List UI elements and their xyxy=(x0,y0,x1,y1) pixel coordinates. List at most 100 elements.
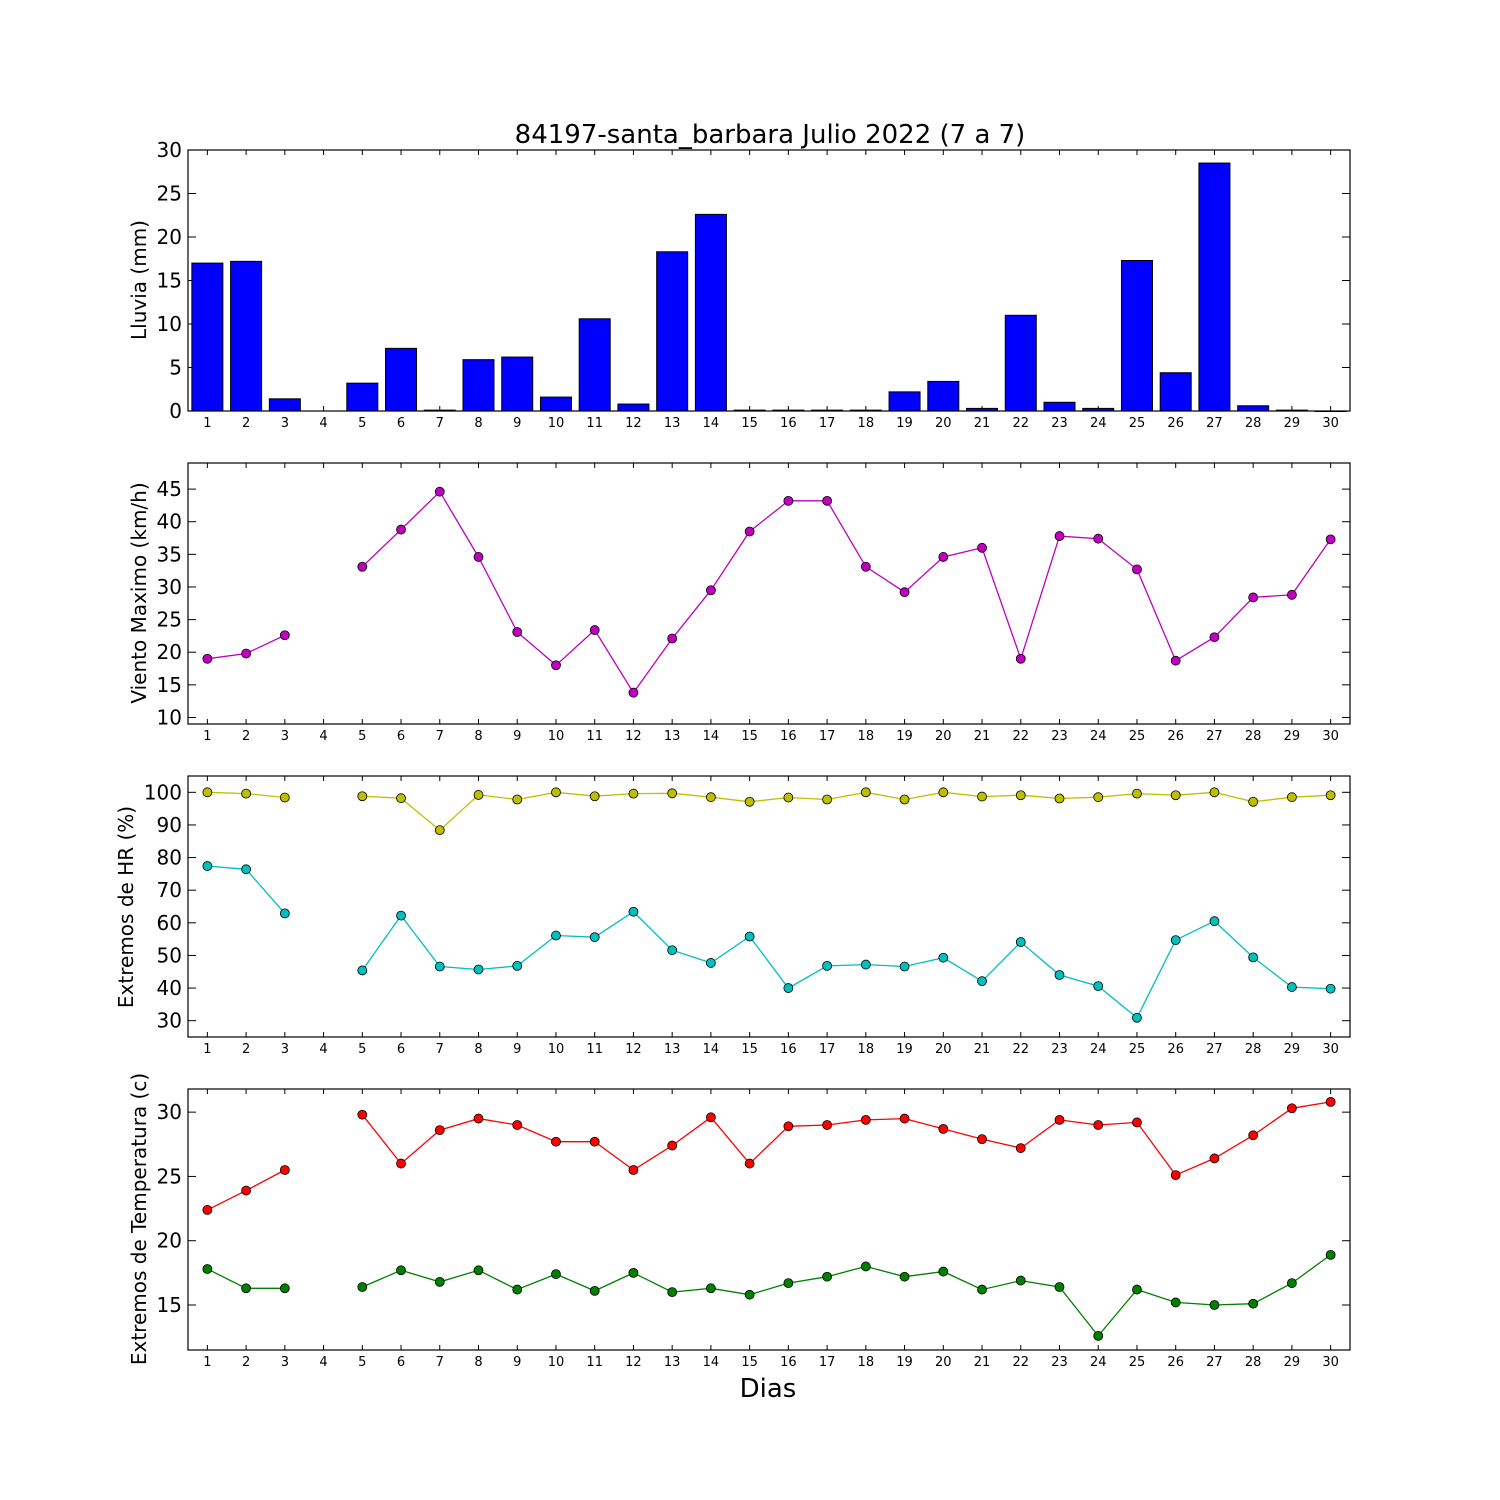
temperature-xtick-label: 11 xyxy=(586,1355,603,1370)
temperature-temp_min-point xyxy=(1093,1330,1104,1341)
humidity-xtick-label: 12 xyxy=(625,1042,642,1057)
wind-xtick-label: 16 xyxy=(780,729,797,744)
humidity-hr_max-point xyxy=(1015,790,1026,801)
rain-bar xyxy=(462,359,495,412)
wind-xtick-label: 9 xyxy=(513,729,521,744)
wind-xtick-label: 3 xyxy=(281,729,289,744)
temperature-xtick-label: 19 xyxy=(896,1355,913,1370)
rain-bar xyxy=(656,251,689,412)
humidity-hr_min-point xyxy=(357,965,368,976)
wind-xtick-label: 24 xyxy=(1090,729,1107,744)
temperature-xtick-label: 13 xyxy=(664,1355,681,1370)
temperature-xtick-label: 27 xyxy=(1206,1355,1223,1370)
rain-bar xyxy=(1120,259,1153,412)
temperature-xtick-label: 29 xyxy=(1284,1355,1301,1370)
wind-xtick-label: 7 xyxy=(436,729,444,744)
humidity-hr_max-point xyxy=(667,788,678,799)
rain-xtick-label: 25 xyxy=(1129,416,1146,431)
rain-xtick-label: 3 xyxy=(281,416,289,431)
humidity-hr_max-point xyxy=(744,796,755,807)
humidity-hr_min-point xyxy=(899,961,910,972)
humidity-xtick-label: 19 xyxy=(896,1042,913,1057)
wind-xtick-label: 20 xyxy=(935,729,952,744)
humidity-xtick-label: 8 xyxy=(474,1042,482,1057)
wind-wind-point xyxy=(977,542,987,553)
humidity-hr_min-point xyxy=(551,930,561,941)
humidity-hr_max-point xyxy=(241,788,252,799)
humidity-hr_min-point xyxy=(589,932,600,943)
wind-wind-point xyxy=(628,687,639,698)
wind-xtick-label: 13 xyxy=(664,729,681,744)
rain-bar xyxy=(1275,409,1308,412)
rain-bar xyxy=(423,409,456,412)
rain-xtick-label: 16 xyxy=(780,416,797,431)
humidity-hr_max-point xyxy=(1132,788,1142,799)
rain-xtick-label: 22 xyxy=(1012,416,1029,431)
rain-xtick-label: 1 xyxy=(203,416,211,431)
rain-xtick-label: 19 xyxy=(896,416,913,431)
temperature-temp_max-point xyxy=(938,1123,949,1134)
rain-bar xyxy=(966,407,999,412)
temperature-temp_min-point xyxy=(512,1284,523,1295)
rain-ytick-label: 20 xyxy=(157,225,182,249)
humidity-hr_min-point xyxy=(822,960,832,971)
temperature-temp_max-point xyxy=(783,1121,794,1132)
rain-xtick-label: 18 xyxy=(858,416,875,431)
humidity-hr_min-point xyxy=(202,861,213,871)
wind-xtick-label: 2 xyxy=(242,729,250,744)
rain-xtick-label: 11 xyxy=(586,416,603,431)
humidity-xtick-label: 24 xyxy=(1090,1042,1107,1057)
temperature-temp_min-point xyxy=(473,1265,484,1276)
rain-bar xyxy=(617,403,650,412)
temperature-temp_max-point xyxy=(822,1120,832,1130)
humidity-xtick-label: 3 xyxy=(281,1042,289,1057)
rain-xtick-label: 17 xyxy=(819,416,836,431)
humidity-hr_min-point xyxy=(1209,916,1220,927)
humidity-xtick-label: 10 xyxy=(548,1042,565,1057)
humidity-hr_min-point xyxy=(706,958,716,968)
rain-bar xyxy=(385,347,418,412)
temperature-xtick-label: 28 xyxy=(1245,1355,1262,1370)
humidity-ytick-label: 90 xyxy=(157,813,182,837)
wind-xtick-label: 12 xyxy=(625,729,642,744)
temperature-xtick-label: 30 xyxy=(1322,1355,1339,1370)
temperature-temp_max-point xyxy=(1015,1143,1026,1154)
humidity-hr_max-line xyxy=(362,791,1331,832)
wind-wind-point xyxy=(1054,531,1065,541)
temperature-xtick-label: 26 xyxy=(1167,1355,1184,1370)
rain-xtick-label: 24 xyxy=(1090,416,1107,431)
rain-xtick-label: 15 xyxy=(741,416,758,431)
temperature-xtick-label: 17 xyxy=(819,1355,836,1370)
rain-xtick-label: 9 xyxy=(513,416,521,431)
wind-wind-point xyxy=(551,660,561,671)
humidity-hr_max-point xyxy=(899,794,910,805)
wind-xtick-label: 1 xyxy=(203,729,211,744)
wind-xtick-label: 27 xyxy=(1206,729,1223,744)
humidity-hr_min-point xyxy=(1325,983,1336,994)
humidity-xtick-label: 6 xyxy=(397,1042,405,1057)
rain-bar xyxy=(191,262,224,412)
rain-xtick-label: 10 xyxy=(548,416,565,431)
temperature-temp_max-point xyxy=(860,1114,871,1125)
temperature-temp_min-point xyxy=(434,1276,445,1287)
wind-ytick-label: 45 xyxy=(157,477,182,501)
humidity-hr_min-point xyxy=(744,931,755,942)
temperature-temp_max-point xyxy=(1287,1103,1297,1114)
wind-xtick-label: 30 xyxy=(1322,729,1339,744)
humidity-hr_min-point xyxy=(860,959,871,970)
rain-xtick-label: 30 xyxy=(1322,416,1339,431)
wind-wind-point xyxy=(1248,592,1259,603)
rain-bar xyxy=(772,409,805,412)
humidity-xtick-label: 9 xyxy=(513,1042,521,1057)
humidity-xtick-label: 11 xyxy=(586,1042,603,1057)
wind-wind-point xyxy=(938,552,949,562)
humidity-hr_min-point xyxy=(1015,937,1026,947)
rain-bar xyxy=(1082,407,1115,412)
wind-xtick-label: 5 xyxy=(358,729,366,744)
wind-wind-point xyxy=(667,633,678,644)
humidity-xtick-label: 14 xyxy=(703,1042,720,1057)
humidity-hr_max-point xyxy=(1325,790,1336,801)
wind-wind-point xyxy=(822,495,832,506)
humidity-hr_min-point xyxy=(667,945,678,956)
